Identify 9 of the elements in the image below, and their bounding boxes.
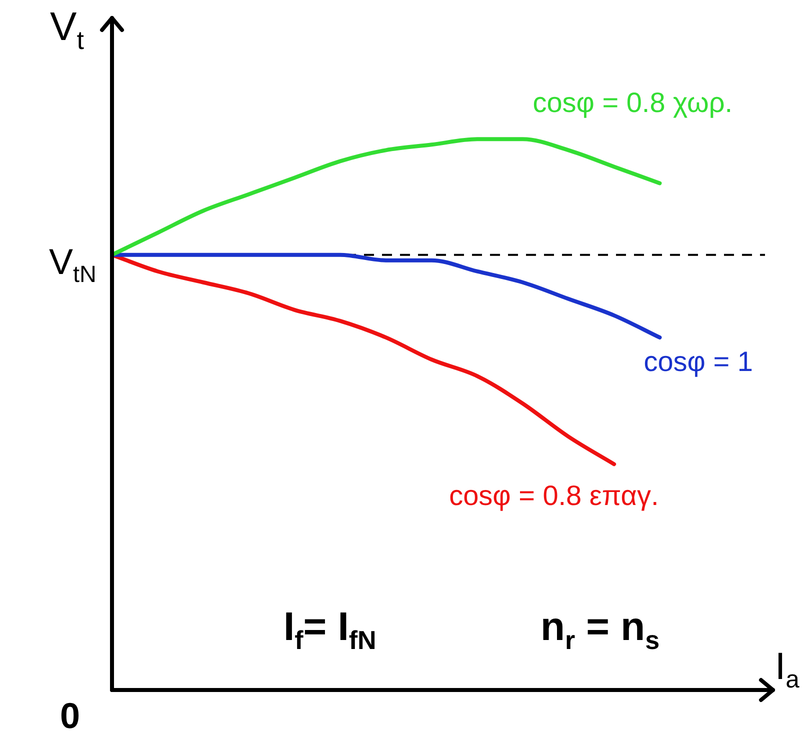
ref-line-label: V$_{tN}$ bbox=[49, 241, 96, 289]
annotation: I$_{f}$= I$_{fN}$ bbox=[284, 604, 376, 656]
annotation: n$_{r}$ = n$_{s}$ bbox=[540, 604, 660, 656]
text: 0 bbox=[60, 695, 80, 732]
series-label: cosφ = 1 bbox=[644, 346, 753, 378]
series-label: cosφ = 0.8 χωρ. bbox=[532, 87, 733, 120]
x-axis-title: I$_{a}$ bbox=[775, 646, 800, 694]
series-label: cosφ = 0.8 επαγ. bbox=[449, 480, 659, 512]
y-axis-title: V$_{t}$ bbox=[50, 4, 84, 56]
